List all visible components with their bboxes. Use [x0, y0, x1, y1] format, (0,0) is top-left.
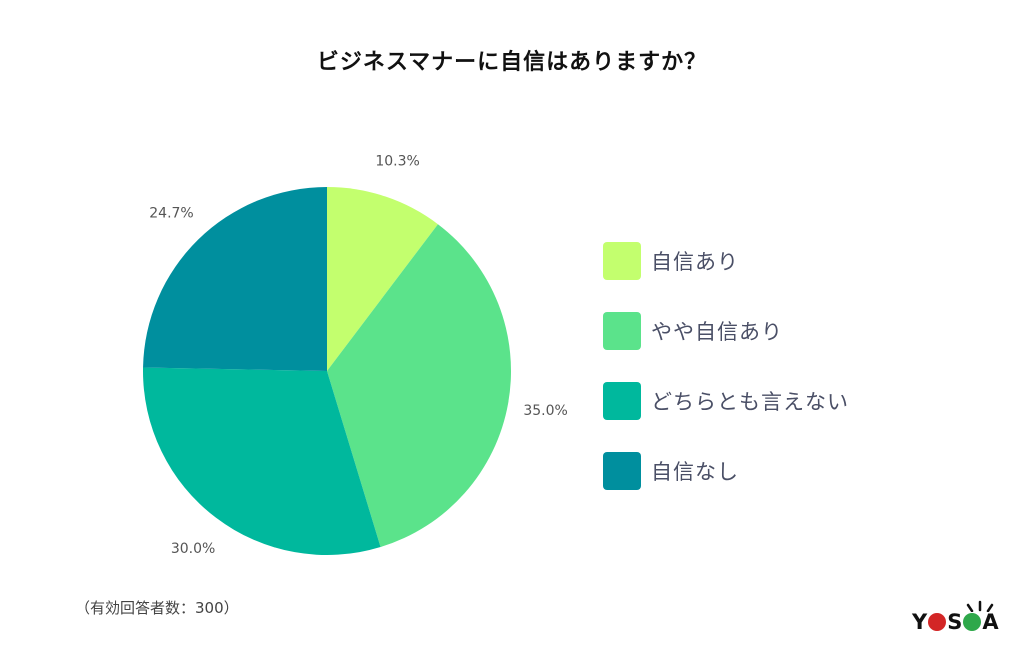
pie-slice	[143, 187, 327, 371]
chart-legend: 自信あり やや自信あり どちらとも言えない 自信なし	[603, 241, 849, 521]
legend-swatch	[603, 382, 641, 420]
legend-label: どちらとも言えない	[651, 390, 849, 414]
pie-slice	[327, 187, 438, 371]
legend-item: 自信なし	[603, 451, 849, 491]
respondent-count-note: （有効回答者数：300）	[75, 599, 239, 617]
logo-letter: S	[947, 610, 963, 634]
legend-item: どちらとも言えない	[603, 381, 849, 421]
legend-swatch	[603, 312, 641, 350]
logo-letter: A	[982, 610, 999, 634]
logo-green-dot-icon	[963, 613, 982, 631]
legend-label: やや自信あり	[651, 320, 783, 344]
pie-value-label: 10.3%	[375, 154, 419, 170]
pie-slices	[142, 187, 512, 556]
legend-item: やや自信あり	[603, 311, 849, 351]
logo-red-dot-icon	[928, 613, 947, 631]
logo-letter: Y	[912, 610, 928, 634]
pie-slice	[142, 367, 381, 556]
logo-rays-icon	[966, 600, 994, 612]
chart-title: ビジネスマナーに自信はありますか？	[316, 50, 708, 75]
legend-item: 自信あり	[603, 241, 849, 281]
legend-swatch	[603, 242, 641, 280]
pie-slice	[327, 224, 512, 548]
pie-value-labels: 10.3% 35.0% 30.0% 24.7%	[149, 154, 568, 558]
pie-value-label: 35.0%	[523, 403, 567, 419]
legend-label: 自信あり	[651, 250, 739, 274]
legend-label: 自信なし	[651, 460, 739, 484]
legend-swatch	[603, 452, 641, 490]
pie-value-label: 24.7%	[149, 206, 193, 222]
pie-value-label: 30.0%	[171, 541, 215, 557]
